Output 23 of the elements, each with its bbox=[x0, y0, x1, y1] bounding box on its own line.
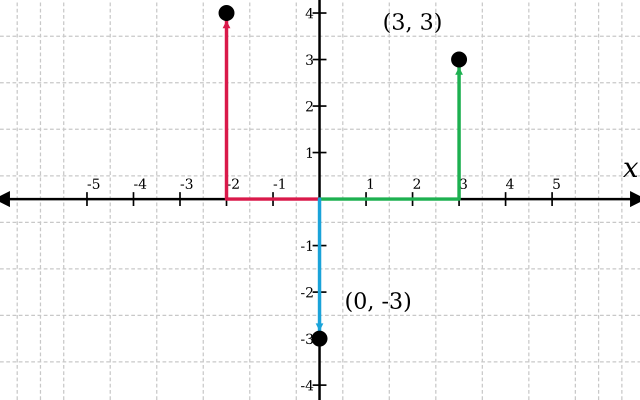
y-tick-label: -4 bbox=[301, 380, 314, 390]
point bbox=[451, 52, 468, 68]
y-tick-label: 1 bbox=[306, 148, 312, 158]
y-tick-label: -2 bbox=[301, 287, 313, 298]
annotation: (0, -3) bbox=[346, 292, 410, 312]
x-tick-label: 1 bbox=[368, 178, 373, 189]
point bbox=[218, 5, 234, 21]
x-tick-label: -4 bbox=[134, 178, 146, 189]
y-tick-label: 3 bbox=[306, 54, 313, 66]
x-tick-label: -1 bbox=[274, 178, 285, 189]
point bbox=[312, 330, 328, 347]
annotation: (3, 3) bbox=[384, 12, 441, 34]
x-tick-label: -5 bbox=[88, 178, 100, 189]
x-axis-title: x bbox=[622, 162, 638, 178]
y-tick-label: 2 bbox=[306, 101, 313, 112]
x-tick-label: 2 bbox=[414, 178, 420, 189]
x-tick-label: 3 bbox=[460, 178, 467, 189]
x-tick-label: -2 bbox=[227, 178, 239, 189]
x-tick-label: 4 bbox=[506, 178, 514, 189]
x-tick-label: -3 bbox=[180, 178, 192, 189]
y-tick-label: -1 bbox=[301, 240, 312, 251]
x-tick-label: 5 bbox=[553, 178, 560, 189]
y-tick-label: 4 bbox=[306, 8, 314, 18]
